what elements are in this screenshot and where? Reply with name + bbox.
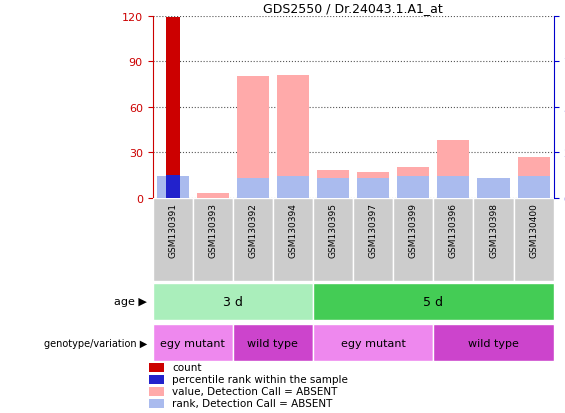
Bar	[477, 178, 510, 198]
Text: GSM130400: GSM130400	[529, 202, 538, 257]
FancyBboxPatch shape	[433, 324, 554, 361]
Bar	[437, 141, 470, 198]
Bar	[157, 177, 189, 198]
Bar	[150, 375, 164, 384]
Text: count: count	[172, 363, 202, 373]
Bar	[518, 157, 550, 198]
Bar	[437, 177, 470, 198]
Bar	[166, 176, 180, 198]
Text: 3 d: 3 d	[223, 295, 243, 308]
FancyBboxPatch shape	[153, 198, 193, 281]
Text: GSM130397: GSM130397	[369, 202, 377, 257]
Bar	[150, 387, 164, 396]
FancyBboxPatch shape	[153, 324, 233, 361]
Title: GDS2550 / Dr.24043.1.A1_at: GDS2550 / Dr.24043.1.A1_at	[263, 2, 443, 15]
FancyBboxPatch shape	[313, 198, 353, 281]
Text: GSM130392: GSM130392	[249, 202, 257, 257]
Text: age ▶: age ▶	[114, 297, 147, 306]
FancyBboxPatch shape	[233, 324, 313, 361]
FancyBboxPatch shape	[273, 198, 313, 281]
Bar	[357, 173, 389, 198]
Bar	[357, 178, 389, 198]
FancyBboxPatch shape	[153, 283, 313, 320]
Bar	[237, 178, 269, 198]
Text: wild type: wild type	[247, 338, 298, 348]
Bar	[150, 399, 164, 408]
Bar	[397, 168, 429, 198]
Text: GSM130395: GSM130395	[329, 202, 337, 257]
FancyBboxPatch shape	[193, 198, 233, 281]
FancyBboxPatch shape	[313, 324, 433, 361]
Bar	[150, 363, 164, 372]
Text: GSM130396: GSM130396	[449, 202, 458, 257]
Text: GSM130399: GSM130399	[409, 202, 418, 257]
Text: wild type: wild type	[468, 338, 519, 348]
FancyBboxPatch shape	[514, 198, 554, 281]
FancyBboxPatch shape	[313, 283, 554, 320]
Bar	[477, 186, 510, 198]
FancyBboxPatch shape	[433, 198, 473, 281]
Bar	[277, 76, 309, 198]
FancyBboxPatch shape	[233, 198, 273, 281]
Text: GSM130394: GSM130394	[289, 202, 297, 257]
Bar	[197, 194, 229, 198]
Bar	[237, 77, 269, 198]
Bar	[166, 18, 180, 198]
Text: value, Detection Call = ABSENT: value, Detection Call = ABSENT	[172, 386, 337, 396]
Bar	[157, 182, 189, 198]
FancyBboxPatch shape	[353, 198, 393, 281]
Text: GSM130391: GSM130391	[168, 202, 177, 257]
Bar	[317, 178, 349, 198]
Bar	[317, 171, 349, 198]
Text: genotype/variation ▶: genotype/variation ▶	[44, 338, 147, 348]
Text: egy mutant: egy mutant	[341, 338, 406, 348]
Bar	[397, 177, 429, 198]
Bar	[518, 177, 550, 198]
Text: percentile rank within the sample: percentile rank within the sample	[172, 374, 348, 384]
FancyBboxPatch shape	[473, 198, 514, 281]
Text: GSM130393: GSM130393	[208, 202, 217, 257]
FancyBboxPatch shape	[393, 198, 433, 281]
Bar	[277, 177, 309, 198]
Text: GSM130398: GSM130398	[489, 202, 498, 257]
Text: 5 d: 5 d	[423, 295, 444, 308]
Text: rank, Detection Call = ABSENT: rank, Detection Call = ABSENT	[172, 398, 333, 408]
Text: egy mutant: egy mutant	[160, 338, 225, 348]
